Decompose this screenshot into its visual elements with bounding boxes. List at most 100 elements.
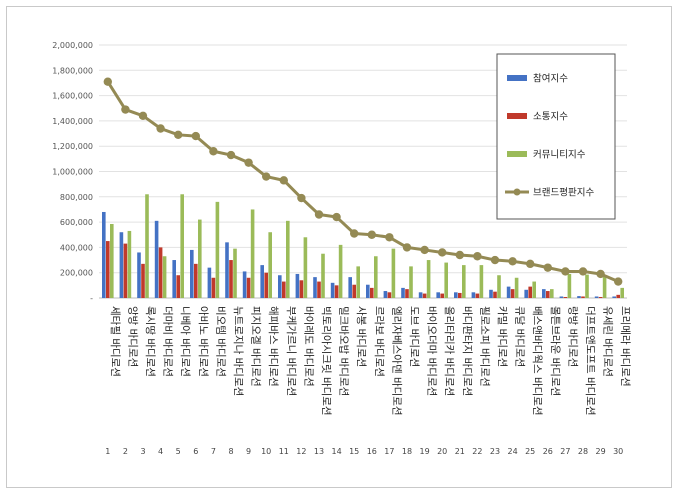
brand-index-point [121,105,130,114]
x-category-label: 르라보 바디로션 [373,306,385,377]
brand-index-point [314,210,324,219]
x-rank-label: 18 [402,447,412,456]
series-2-bars [106,241,620,298]
brand-index-point [244,158,253,167]
brand-index-point [490,255,500,265]
bar [137,252,141,298]
x-category-label: 빅토리아시크릿 바디로션 [320,306,332,416]
brand-index-point [297,193,306,203]
x-category-label: 피지오겔 바디로션 [250,306,262,387]
bar [198,219,202,298]
bar [176,275,180,298]
brand-index-point [473,252,482,261]
bar [475,293,480,298]
y-tick-label: 200,000 [60,269,93,278]
x-rank-label: 21 [455,447,465,456]
bar [602,275,607,298]
bar [190,249,194,298]
bar [497,275,501,298]
x-category-label: 비오템 바디로션 [214,306,226,377]
x-rank-label: 4 [158,447,163,456]
x-category-label: 밀크바오밥 바디로션 [338,306,350,396]
bar [506,286,511,298]
bar [471,292,476,298]
x-category-label: 더프트앤도프트 바디로션 [584,306,596,416]
y-tick-label: 1,800,000 [52,66,93,75]
brand-index-point [578,267,588,276]
bar [278,275,282,298]
x-category-label: 바이오더마 바디로션 [426,306,438,396]
x-category-label: 아비노 바디로션 [197,306,209,377]
x-rank-label: 17 [384,447,394,456]
bar [620,287,624,298]
x-category-label: 유세린 바디로션 [602,306,614,377]
x-rank-label: 1 [105,447,110,456]
bar [616,294,620,298]
x-category-label: 필로소피 바디로션 [478,306,490,387]
bar [317,281,321,298]
bar [401,287,405,298]
bar [436,292,440,298]
brand-index-point [138,111,148,121]
bar [510,289,515,298]
bar [229,260,233,298]
bar [440,293,444,298]
x-category-label: 배스앤바디웍스 바디로션 [531,306,543,416]
x-rank-label: 2 [123,447,128,456]
bar [585,274,589,298]
x-rank-label: 20 [437,447,447,456]
x-rank-label: 13 [314,447,324,456]
bar [172,260,176,298]
brand-index-point [596,269,605,279]
x-rank-label: 23 [490,447,500,456]
bar [264,272,268,298]
bar [567,273,572,298]
brand-index-point [508,257,517,266]
bar [356,266,360,299]
legend-label: 브랜드평판지수 [533,188,594,199]
x-rank-label: 5 [176,447,181,456]
x-rank-label: 15 [349,447,359,456]
x-category-label: 앙방 바디로션 [126,306,138,367]
x-rank-label: 7 [211,447,216,456]
x-rank-label: 8 [228,447,233,456]
brand-index-point [174,130,183,140]
legend-label: 참여지수 [533,73,568,85]
bar [366,284,370,298]
bar [462,265,466,298]
brand-index-point [332,212,341,222]
bar [102,211,106,298]
x-category-label: 록시땅 바디로션 [144,306,156,377]
x-rank-label: 14 [332,447,342,456]
bar [563,296,568,298]
brand-reputation-chart: - 200,000 400,000 600,000 800,000 1,000,000 1,… [52,41,631,456]
legend-marker [513,188,521,196]
bar [594,296,599,298]
x-category-label: 해피바스 바디로션 [267,306,280,387]
x-category-label: 도브 바디로션 [408,306,420,367]
x-rank-label: 16 [367,447,377,456]
bar [374,256,378,298]
y-tick-label: 2,000,000 [52,41,93,50]
bar [303,237,308,298]
bar [299,280,304,298]
bar [141,263,145,298]
x-rank-label: 11 [279,447,289,456]
x-rank-label: 27 [560,447,570,456]
bar [348,277,352,298]
y-tick-label: 1,000,000 [52,168,93,177]
brand-index-point [279,176,288,185]
bar [286,220,290,298]
x-category-label: 뉴트로지나 바디로션 [232,306,244,396]
x-category-label: 몰튼브라운 바디로션 [549,306,561,396]
brand-index-point [262,172,271,181]
bar [581,296,585,298]
bar [370,287,374,298]
bar [479,265,484,298]
y-tick-label: 600,000 [60,218,93,227]
bar [123,243,128,298]
brand-index-point [103,77,113,86]
bar [391,248,396,298]
series-3-bars [110,194,624,299]
